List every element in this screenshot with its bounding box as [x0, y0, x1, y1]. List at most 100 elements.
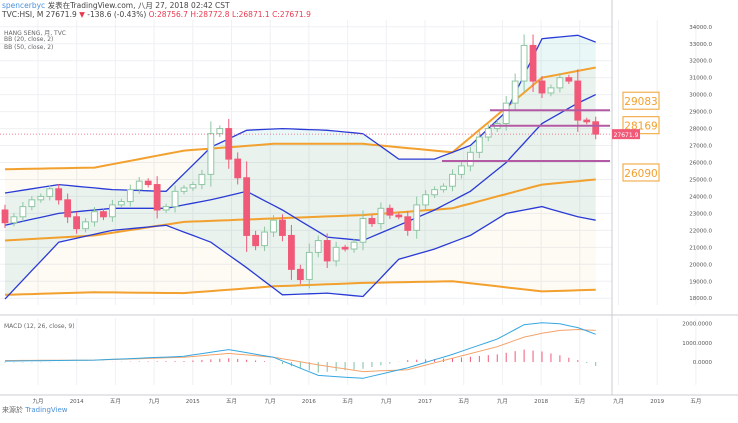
- candle-body-34: [305, 251, 313, 281]
- candle-body-45: [404, 216, 412, 231]
- time-tick-8: 五月: [342, 398, 353, 405]
- candle-body-54: [484, 128, 492, 138]
- candle-body-50: [449, 173, 456, 187]
- bb50-upper-line: [4, 66, 596, 171]
- level-label-box-26090: [622, 163, 660, 182]
- price-tick-12: 22000.0: [689, 228, 712, 234]
- price-tick-10: 24000.0: [689, 194, 712, 200]
- time-tick-7: 2016: [302, 399, 316, 405]
- indicator-bb50[interactable]: BB (50, close, 2): [4, 44, 54, 51]
- time-tick-5: 五月: [226, 398, 237, 405]
- candle-body-59: [529, 44, 537, 82]
- bb50-band-fill: [5, 67, 596, 295]
- candle-body-35: [314, 240, 322, 253]
- bb50-lower-line: [4, 280, 596, 296]
- candle-body-49: [440, 185, 447, 191]
- candle-body-23: [207, 133, 215, 175]
- low-value: L:26871.1: [231, 10, 270, 19]
- time-tick-13: 2018: [534, 399, 548, 405]
- last-price-badge-text: 27671.9: [614, 132, 639, 139]
- candle-body-32: [288, 234, 295, 270]
- candle-body-31: [279, 219, 286, 236]
- candle-body-33: [296, 268, 304, 281]
- price-tick-16: 18000.0: [689, 296, 712, 302]
- candle-body-39: [350, 241, 358, 250]
- level-label-29083: 29083: [624, 96, 657, 108]
- time-tick-2: 五月: [110, 398, 121, 405]
- change-arrow-icon: ▼: [79, 10, 85, 19]
- time-tick-17: 五月: [690, 398, 701, 405]
- indicator-bb20[interactable]: BB (20, close, 2): [4, 36, 54, 43]
- last-price: 27671.9: [45, 10, 77, 19]
- candle-body-17: [153, 184, 161, 211]
- price-tick-9: 25000.0: [689, 177, 712, 183]
- candle-body-46: [413, 204, 421, 231]
- candle-body-43: [386, 207, 394, 216]
- macd-tick-2: 0.0000: [693, 360, 713, 366]
- footer-source: 来源於: [2, 406, 23, 414]
- candle-body-38: [341, 246, 349, 250]
- level-label-box-29083: [622, 91, 660, 110]
- candle-body-58: [520, 44, 528, 82]
- macd-tick-1: 1000.0000: [682, 341, 712, 347]
- published-text: 发表在TradingView.com, 八月 27, 2018 02:42 CS…: [47, 1, 230, 10]
- candle-body-37: [332, 246, 340, 262]
- price-tick-4: 30000.0: [689, 93, 712, 99]
- time-tick-14: 五月: [574, 398, 585, 405]
- price-tick-2: 32000.0: [689, 59, 712, 65]
- time-tick-0: 九月: [32, 397, 43, 405]
- candle-body-48: [431, 189, 439, 196]
- price-tick-1: 33000.0: [689, 42, 712, 48]
- candle-body-44: [395, 214, 403, 218]
- time-tick-1: 2014: [70, 399, 84, 405]
- bb20-lower-line: [4, 205, 596, 300]
- last-price-badge: [612, 129, 640, 140]
- price-tick-3: 31000.0: [689, 76, 712, 82]
- price-tick-0: 34000.0: [689, 25, 712, 31]
- high-value: H:28772.8: [190, 10, 230, 19]
- indicator-title: HANG SENG, 月, TVC: [4, 30, 66, 37]
- candle-body-4: [37, 195, 45, 201]
- close-value: C:27671.9: [272, 10, 311, 19]
- candle-body-52: [467, 151, 474, 167]
- tradingview-logo[interactable]: TradingView: [25, 406, 68, 414]
- price-tick-14: 20000.0: [689, 262, 712, 268]
- candle-body-22: [198, 173, 206, 186]
- change-value: -138.6 (-0.43%): [87, 10, 147, 19]
- candle-body-42: [377, 207, 385, 225]
- candle-body-36: [323, 240, 331, 262]
- candle-body-11: [100, 211, 107, 218]
- published-line: spencerbyc 发表在TradingView.com, 八月 27, 20…: [2, 1, 230, 10]
- candle-body-10: [91, 211, 98, 223]
- candle-body-63: [565, 77, 573, 82]
- candle-body-9: [82, 221, 89, 230]
- candle-body-27: [243, 177, 251, 236]
- candle-body-64: [574, 80, 582, 121]
- indicator-macd[interactable]: MACD (12, 26, close, 9): [4, 323, 75, 330]
- macd-tick-0: 2000.0000: [682, 322, 712, 328]
- candle-body-18: [162, 206, 170, 211]
- time-tick-6: 九月: [265, 397, 276, 405]
- bb50-middle-line: [4, 178, 596, 242]
- ohlc-line: TVC:HSI, M 27671.9 ▼ -138.6 (-0.43%) O:2…: [2, 10, 311, 19]
- author-link[interactable]: spencerbyc: [2, 1, 46, 10]
- candle-body-26: [234, 158, 242, 179]
- candle-body-0: [1, 209, 9, 224]
- price-tick-11: 23000.0: [689, 211, 712, 217]
- time-tick-3: 九月: [149, 397, 160, 405]
- bb20-upper-line: [4, 34, 596, 194]
- time-tick-16: 2019: [650, 399, 664, 405]
- candle-body-19: [171, 190, 179, 208]
- candle-body-29: [261, 231, 268, 247]
- candle-body-13: [117, 201, 125, 206]
- time-tick-9: 九月: [381, 397, 392, 405]
- time-tick-12: 九月: [497, 397, 508, 405]
- candle-body-24: [216, 128, 224, 135]
- price-tick-13: 21000.0: [689, 245, 712, 251]
- candle-body-28: [252, 234, 259, 247]
- candle-body-8: [73, 216, 80, 230]
- macd-line: [4, 322, 596, 379]
- candle-body-66: [592, 121, 600, 135]
- candle-body-57: [511, 80, 519, 104]
